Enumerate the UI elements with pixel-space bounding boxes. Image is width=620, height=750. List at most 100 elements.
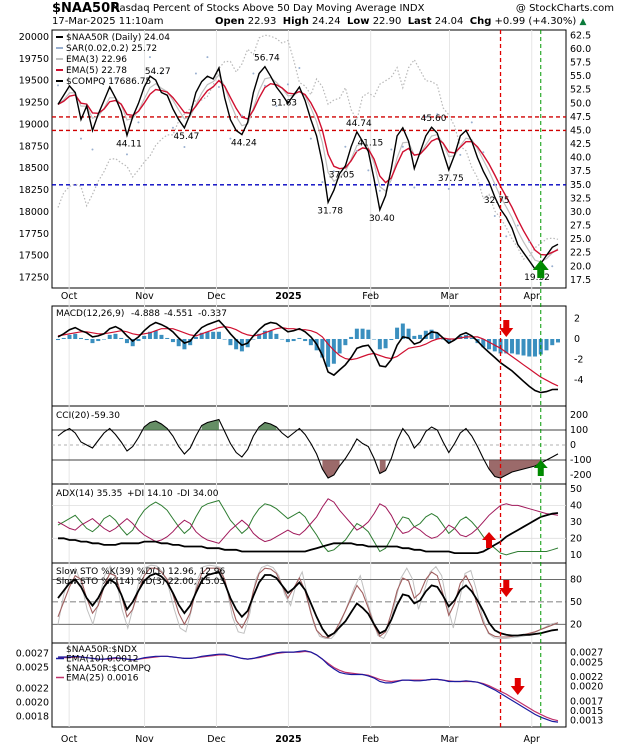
macd-histogram-bar (193, 336, 198, 339)
chart-description: Nasdaq Percent of Stocks Above 50 Day Mo… (112, 3, 425, 14)
month-label-bottom: Apr (524, 734, 541, 745)
ratio-left-tick: 0.0020 (16, 698, 49, 709)
macd-histogram-bar (406, 328, 411, 339)
low-value: 22.90 (372, 16, 402, 27)
month-label-top: Nov (135, 291, 154, 302)
sar-dot (114, 77, 117, 80)
sar-dot (378, 189, 381, 192)
sar-dot (68, 65, 71, 68)
high-value: 24.24 (312, 16, 341, 27)
macd-histogram-bar (274, 333, 279, 339)
ratio-right-tick: 0.0022 (570, 672, 603, 683)
macd-histogram-bar (211, 331, 216, 339)
price-right-tick: 57.5 (570, 58, 591, 69)
macd-histogram-bar (142, 335, 147, 339)
sar-dot (390, 148, 393, 151)
sar-dot (263, 84, 266, 87)
compq-left-tick: 19250 (19, 98, 49, 109)
adx-line (58, 512, 559, 554)
ema3-line (57, 73, 559, 263)
macd-legend-name: MACD(12,26,9) (56, 309, 124, 319)
price-annotation: 45.60 (421, 114, 447, 124)
macd-histogram-bar (268, 330, 273, 339)
stoch-sell-arrow-icon (499, 580, 514, 597)
macd-histogram-bar (366, 329, 371, 339)
price-annotation: 51.63 (271, 98, 297, 108)
open-label: Open (215, 16, 245, 27)
sar-dot (148, 56, 151, 59)
cci-overbought-fill (144, 421, 168, 430)
sar-dot (413, 186, 416, 189)
sar-dot (57, 84, 59, 87)
compq-left-tick: 18500 (19, 163, 49, 174)
last-label: Last (407, 16, 432, 27)
compq-left-tick: 17750 (19, 229, 49, 240)
macd-histogram-bar (113, 333, 118, 339)
macd-histogram-bar (320, 338, 325, 358)
macd-histogram-bar (377, 338, 382, 350)
sar-dot (171, 126, 174, 129)
cci-right-tick: -100 (570, 455, 592, 466)
macd-histogram-bar (107, 334, 112, 339)
sar-dot (160, 72, 163, 75)
sar-dot (275, 105, 278, 108)
price-right-tick: 62.5 (570, 30, 591, 41)
macd-histogram-bar (487, 338, 492, 350)
price-annotation: 31.78 (317, 206, 343, 216)
low-label: Low (347, 16, 370, 27)
panel-frame-6 (51, 642, 567, 728)
macd-histogram-bar (262, 330, 267, 339)
macd-histogram-bar (101, 338, 106, 340)
stoch-right-tick: 80 (570, 574, 582, 585)
price-right-tick: 42.5 (570, 139, 591, 150)
macd-histogram-bar (469, 337, 474, 339)
macd-histogram-bar (119, 337, 124, 339)
macd-histogram-bar (67, 334, 72, 339)
macd-histogram-bar (297, 337, 302, 339)
sar-dot (551, 265, 554, 268)
compq-left-tick: 19500 (19, 76, 49, 87)
price-annotation: 37.05 (329, 171, 355, 181)
cci-right-tick: -200 (570, 470, 592, 481)
minus-di-line (57, 498, 559, 544)
macd-histogram-bar (291, 338, 296, 342)
sar-dot (470, 121, 473, 124)
chart-date: 17-Mar-2025 11:10am (52, 16, 164, 27)
macd-histogram-bar (84, 338, 89, 341)
sar-dot (183, 145, 186, 148)
sar-dot (298, 67, 301, 70)
month-label-top: Feb (362, 291, 379, 302)
price-right-tick: 25.0 (570, 234, 591, 245)
macd-histogram-bar (205, 331, 210, 339)
cci-overbought-fill (259, 422, 277, 430)
compq-left-tick: 17500 (19, 251, 49, 262)
sar-dot (206, 56, 209, 59)
macd-histogram-bar (228, 338, 233, 346)
plus-di-legend: +DI 14.10 (127, 489, 173, 499)
ratio-right-tick: 0.0027 (570, 648, 603, 659)
sar-dot (493, 215, 496, 218)
price-right-tick: 20.0 (570, 261, 591, 272)
macd-histogram-bar (521, 338, 526, 356)
sar-dot (309, 137, 312, 140)
macd-signal-legend: -4.551 (164, 309, 193, 319)
price-annotation: 44.11 (116, 139, 142, 149)
price-right-tick: 27.5 (570, 221, 591, 232)
ticker-symbol: $NAA50R (52, 1, 121, 16)
macd-histogram-bar (234, 338, 239, 350)
month-label-bottom: Oct (61, 734, 78, 745)
macd-histogram-bar (326, 338, 331, 367)
ohlc-readout: Open 22.93 High 24.24 Low 22.90 Last 24.… (215, 16, 586, 27)
panel-frame-1 (51, 29, 567, 289)
price-right-tick: 45.0 (570, 125, 591, 136)
sar-dot (516, 224, 519, 227)
price-right-tick: 40.0 (570, 153, 591, 164)
macd-right-tick: 0 (574, 334, 580, 345)
macd-histogram-bar (556, 338, 560, 343)
macd-histogram-bar (544, 338, 549, 351)
macd-line (57, 319, 559, 394)
ratio-right-tick: 0.0013 (570, 716, 603, 727)
sar-dot (240, 114, 243, 117)
compq-left-tick: 18000 (19, 207, 49, 218)
